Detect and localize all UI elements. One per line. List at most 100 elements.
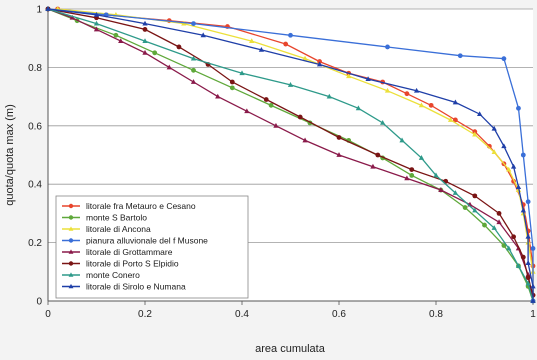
x-tick-label: 0 xyxy=(45,309,51,320)
data-point xyxy=(316,61,323,67)
data-point xyxy=(515,263,522,268)
data-point xyxy=(501,56,507,62)
legend-swatch-marker xyxy=(68,226,74,231)
x-tick-label: 0.8 xyxy=(429,309,443,320)
legend-swatch-marker xyxy=(68,203,74,209)
data-point xyxy=(229,85,235,91)
data-point xyxy=(428,102,434,108)
y-tick-label: 0.6 xyxy=(28,121,42,132)
data-point xyxy=(472,207,478,213)
data-point xyxy=(530,298,536,303)
legend-label: pianura alluvionale del f Musone xyxy=(86,236,208,246)
legend-swatch-marker xyxy=(68,249,74,254)
data-point xyxy=(229,79,235,85)
data-point xyxy=(472,129,478,135)
data-point xyxy=(336,152,342,157)
axes: 0 0.2 0.4 0.6 0.8 1 0 0.2 0.4 0.6 0.8 1 xyxy=(28,5,536,321)
legend-swatch-marker xyxy=(68,272,74,277)
data-point xyxy=(404,91,410,97)
data-point xyxy=(287,82,294,87)
data-point xyxy=(472,193,478,199)
data-point xyxy=(525,275,531,281)
legend-label: litorale di Sirolo e Numana xyxy=(86,282,186,292)
legend: litorale fra Metauro e Cesano monte S Bar… xyxy=(55,195,249,299)
data-point xyxy=(283,41,289,47)
data-point xyxy=(176,44,182,50)
x-tick-label: 0.2 xyxy=(138,309,152,320)
legend-swatch-marker xyxy=(68,215,74,220)
data-point xyxy=(297,114,303,120)
data-point xyxy=(462,205,468,210)
data-point xyxy=(249,38,255,44)
data-point xyxy=(491,225,497,230)
data-point xyxy=(113,32,119,38)
data-point xyxy=(472,131,478,137)
data-point xyxy=(447,117,454,122)
y-tick-label: 0 xyxy=(36,297,42,308)
data-point xyxy=(384,87,391,93)
data-point xyxy=(525,280,531,286)
series-line xyxy=(47,8,534,302)
data-point xyxy=(263,97,269,102)
data-point xyxy=(93,11,100,17)
data-point xyxy=(355,105,362,111)
data-point xyxy=(520,207,526,213)
data-point xyxy=(438,187,444,192)
x-tick-label: 1 xyxy=(530,309,536,320)
data-point xyxy=(142,20,148,26)
series-1 xyxy=(55,6,536,298)
data-point xyxy=(525,260,531,265)
data-point xyxy=(452,190,459,195)
legend-label: litorale fra Metauro e Cesano xyxy=(86,201,196,211)
data-point xyxy=(496,219,502,225)
data-point xyxy=(190,79,197,84)
data-point xyxy=(530,283,536,289)
data-point xyxy=(380,120,386,125)
data-point xyxy=(326,93,332,99)
data-point xyxy=(491,149,497,154)
data-point xyxy=(273,122,279,128)
legend-label: litorale di Grottammare xyxy=(86,247,173,257)
y-tick-label: 0.2 xyxy=(28,238,42,249)
data-point xyxy=(336,135,342,140)
data-point xyxy=(200,32,206,38)
data-point xyxy=(515,184,522,190)
data-point xyxy=(404,175,410,181)
data-point xyxy=(317,59,322,64)
data-point xyxy=(288,32,293,38)
data-point xyxy=(399,137,405,143)
data-point xyxy=(520,152,526,158)
legend-label: litorale di Ancona xyxy=(86,224,151,234)
data-point xyxy=(520,254,526,260)
x-tick-label: 0.4 xyxy=(235,309,249,320)
data-point xyxy=(166,64,172,70)
series-line xyxy=(47,8,534,301)
legend-swatch-marker xyxy=(68,238,74,243)
data-point xyxy=(482,222,487,228)
data-point xyxy=(302,137,308,143)
y-tick-label: 0.4 xyxy=(28,180,42,191)
data-point xyxy=(45,6,51,11)
data-point xyxy=(511,234,516,240)
data-point xyxy=(491,125,497,131)
data-point xyxy=(370,163,376,169)
data-point xyxy=(413,87,420,93)
data-point xyxy=(93,20,100,26)
data-point xyxy=(409,173,415,178)
data-point xyxy=(477,111,483,117)
data-point xyxy=(190,55,197,61)
data-point xyxy=(453,117,458,123)
data-point xyxy=(501,143,507,149)
data-point xyxy=(496,211,502,216)
data-point xyxy=(215,93,221,99)
data-point xyxy=(418,102,425,108)
x-tick-label: 0.6 xyxy=(332,309,346,320)
data-point xyxy=(152,50,158,56)
data-point xyxy=(142,27,148,32)
series-layer xyxy=(45,6,536,304)
x-axis-title: area cumulata xyxy=(255,343,326,355)
data-point xyxy=(346,73,352,79)
data-point xyxy=(525,233,531,239)
